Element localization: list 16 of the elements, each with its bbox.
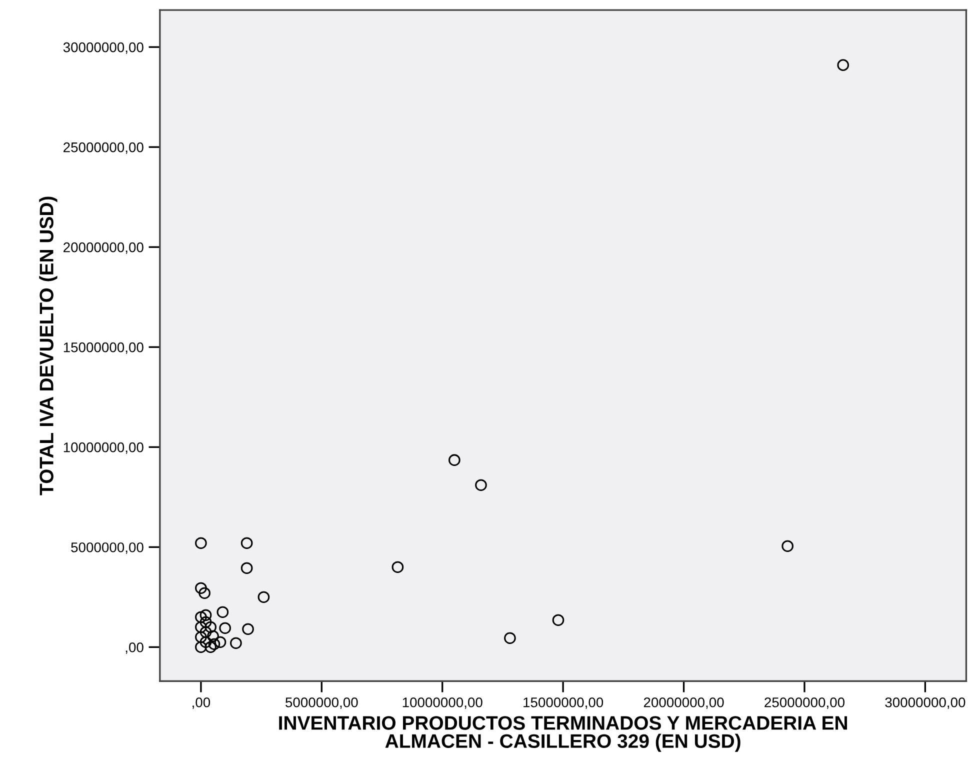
y-tick-label: 15000000,00 (64, 342, 144, 354)
x-tick-label: 5000000,00 (286, 697, 358, 709)
x-tick-label: 10000000,00 (402, 697, 482, 709)
y-tick-label: 10000000,00 (64, 442, 144, 454)
y-tick-label: 5000000,00 (71, 542, 144, 554)
x-tick-label: 30000000,00 (885, 697, 966, 709)
x-tick-label: 20000000,00 (644, 697, 724, 709)
x-tick-label: ,00 (192, 697, 210, 709)
y-tick-label: 25000000,00 (64, 142, 144, 154)
y-axis-title: TOTAL IVA DEVUELTO (EN USD) (39, 196, 58, 496)
x-tick-label: 15000000,00 (524, 697, 604, 709)
x-axis-title: INVENTARIO PRODUCTOS TERMINADOS Y MERCADERIA EN ALMACEN - CASILLERO 329 (EN USD) (279, 716, 847, 752)
y-tick-label: 20000000,00 (64, 242, 144, 254)
y-tick-label: 30000000,00 (63, 42, 144, 54)
y-tick-label: ,00 (126, 642, 144, 654)
x-tick-label: 25000000,00 (764, 697, 844, 709)
